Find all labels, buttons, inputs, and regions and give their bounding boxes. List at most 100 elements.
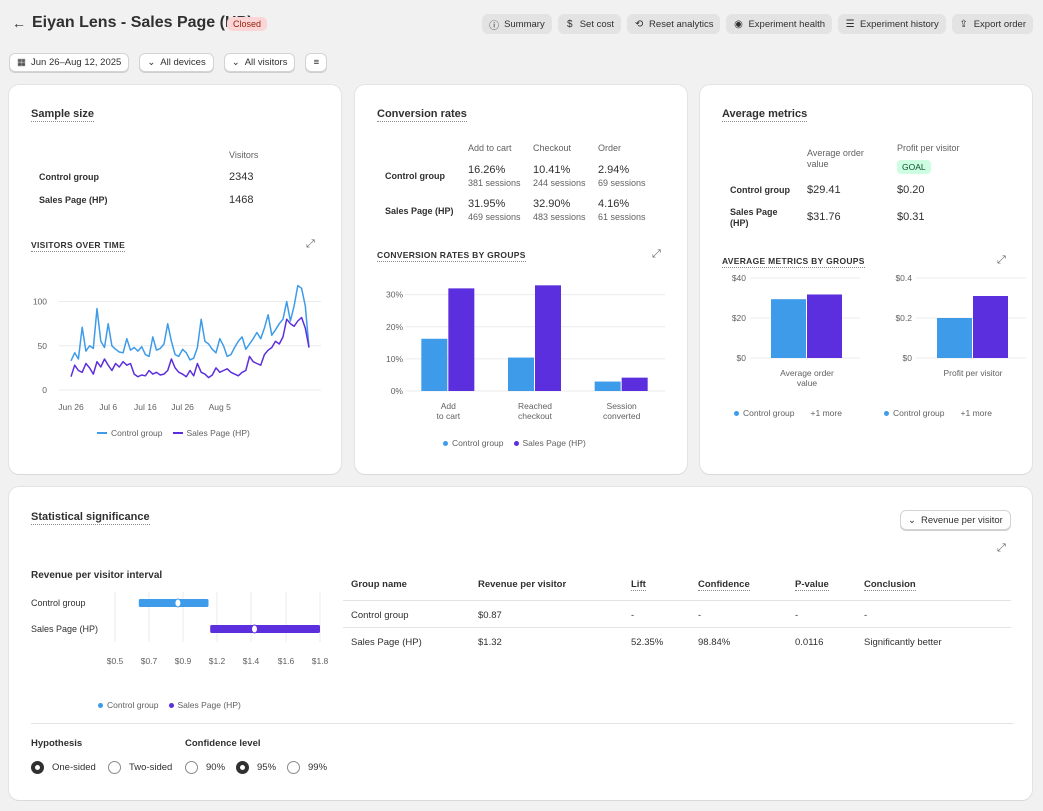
metric-dropdown[interactable]: ⌄ Revenue per visitor: [900, 510, 1011, 530]
visitors-dropdown[interactable]: ⌄ All visitors: [223, 53, 296, 72]
legend-label-control: Control group: [743, 408, 795, 418]
export-order-label: Export order: [973, 18, 1026, 30]
experiment-history-label: Experiment history: [860, 18, 939, 30]
ppv-chart-legend: Control group +1 more: [884, 408, 992, 418]
column-lift: Lift: [631, 579, 646, 591]
arrow-left-icon[interactable]: ←: [12, 15, 26, 31]
column-p-value: P-value: [795, 579, 829, 591]
y-tick-label: 0: [42, 385, 47, 395]
conversion-variant-order-sessions: 61 sessions: [598, 212, 646, 222]
export-icon: ⇪: [959, 18, 968, 30]
summary-button[interactable]: ⓘ Summary: [482, 14, 552, 34]
bar-variant: [448, 288, 475, 391]
y-tick-label: $0: [737, 353, 747, 363]
average-variant-aov: $31.76: [807, 211, 841, 223]
set-cost-button[interactable]: $ Set cost: [557, 14, 622, 34]
conversion-variant-checkout-rate: 32.90%: [533, 198, 571, 210]
experiment-health-button[interactable]: ◉ Experiment health: [726, 14, 833, 34]
table-row-control-rpv: $0.87: [478, 610, 502, 621]
legend-label-variant: Sales Page (HP): [522, 438, 586, 448]
visitors-label: All visitors: [244, 57, 288, 68]
metric-dropdown-label: Revenue per visitor: [920, 514, 1003, 526]
interval-chart-legend: Control group Sales Page (HP): [98, 700, 241, 710]
x-category-label: Add: [441, 401, 456, 411]
bar-control: [594, 381, 621, 391]
bar-variant: [807, 294, 842, 358]
average-chart-title: AVERAGE METRICS BY GROUPS: [722, 256, 865, 268]
expand-icon[interactable]: ⤢: [306, 238, 315, 250]
average-row-variant-group: Sales Page (HP): [730, 207, 778, 228]
y-tick-label: 20%: [386, 322, 403, 332]
x-tick-label: $1.8: [312, 656, 329, 666]
page-title: Eiyan Lens - Sales Page (HP): [32, 14, 253, 31]
radio-confidence-99[interactable]: 99%: [287, 761, 327, 774]
conversion-rates-card: Conversion rates Add to cart Checkout Or…: [355, 85, 687, 474]
average-control-aov: $29.41: [807, 184, 841, 196]
export-order-button[interactable]: ⇪ Export order: [951, 14, 1033, 34]
filter-button[interactable]: ≡: [305, 53, 328, 72]
radio-confidence-95[interactable]: 95%: [236, 761, 276, 774]
x-tick-label: Jun 26: [58, 402, 84, 412]
radio-confidence-90[interactable]: 90%: [185, 761, 225, 774]
statistical-significance-card: Statistical significance ⌄ Revenue per vi…: [9, 487, 1032, 800]
aov-chart-legend: Control group +1 more: [734, 408, 842, 418]
y-tick-label: 100: [33, 297, 47, 307]
y-tick-label: $20: [732, 313, 746, 323]
visitors-over-time-chart: 0 50 100 Jun 26 Jul 6 Jul 16 Jul 26 Aug 5: [33, 284, 321, 412]
y-tick-label: $0.2: [895, 313, 912, 323]
legend-label-control: Control group: [893, 408, 945, 418]
legend-more-button[interactable]: +1 more: [960, 408, 992, 418]
conversion-control-atc-rate: 16.26%: [468, 164, 506, 176]
header-actions: ⓘ Summary $ Set cost ⟲ Reset analytics ◉ Exp…: [482, 14, 1033, 34]
x-category-label: Session: [607, 401, 638, 411]
radio-two-sided[interactable]: Two-sided: [108, 761, 172, 774]
conversion-control-atc-sessions: 381 sessions: [468, 178, 521, 188]
x-tick-label: Jul 16: [134, 402, 157, 412]
calendar-icon: ▦: [17, 57, 26, 68]
sample-row-variant-group: Sales Page (HP): [39, 195, 108, 205]
conversion-col-checkout: Checkout: [533, 143, 572, 153]
confidence-level-label: Confidence level: [185, 738, 261, 749]
conversion-control-checkout-sessions: 244 sessions: [533, 178, 586, 188]
legend-swatch-control: [884, 410, 889, 416]
eye-icon: ◉: [734, 18, 743, 30]
reset-analytics-button[interactable]: ⟲ Reset analytics: [627, 14, 721, 34]
list-icon: ☰: [845, 18, 855, 30]
x-tick-label: $0.7: [141, 656, 158, 666]
legend-swatch-control: [734, 410, 739, 416]
legend-label-variant: Sales Page (HP): [177, 700, 241, 710]
x-category-label: Average order: [780, 368, 834, 378]
profit-per-visitor-chart: $0 $0.2 $0.4 Profit per visitor: [895, 273, 1026, 378]
devices-dropdown[interactable]: ⌄ All devices: [139, 53, 214, 72]
column-revenue-per-visitor: Revenue per visitor: [478, 579, 567, 590]
y-tick-label: 50: [38, 341, 48, 351]
page-header: ← Eiyan Lens - Sales Page (HP) Closed ⓘ S…: [0, 0, 1043, 48]
expand-icon[interactable]: ⤢: [997, 254, 1006, 266]
refresh-icon: ⟲: [634, 18, 644, 30]
date-range-label: Jun 26–Aug 12, 2025: [30, 57, 122, 68]
expand-icon[interactable]: ⤢: [997, 542, 1006, 554]
experiment-history-button[interactable]: ☰ Experiment history: [838, 14, 946, 34]
table-row-variant-name: Sales Page (HP): [351, 637, 422, 648]
legend-item-control: Control group: [443, 438, 504, 448]
date-range-button[interactable]: ▦ Jun 26–Aug 12, 2025: [9, 53, 130, 72]
legend-swatch-control: [98, 702, 103, 708]
radio-one-sided[interactable]: One-sided: [31, 761, 96, 774]
legend-item-control: Control group: [734, 408, 795, 418]
table-row-variant-pvalue: 0.0116: [795, 637, 824, 648]
x-tick-label: Jul 6: [99, 402, 117, 412]
sample-size-title: Sample size: [31, 108, 94, 122]
radio-label: 90%: [206, 762, 226, 773]
legend-item-variant: Sales Page (HP): [513, 438, 586, 448]
legend-more-button[interactable]: +1 more: [810, 408, 842, 418]
conversion-variant-atc-sessions: 469 sessions: [468, 212, 521, 222]
average-col-aov: Average order value: [807, 148, 864, 169]
expand-icon[interactable]: ⤢: [652, 248, 661, 260]
radio-circle: [108, 761, 121, 774]
status-badge: Closed: [227, 17, 268, 31]
bar-control: [937, 318, 972, 358]
radio-circle-selected: [31, 761, 44, 774]
radio-label: 95%: [257, 762, 277, 773]
